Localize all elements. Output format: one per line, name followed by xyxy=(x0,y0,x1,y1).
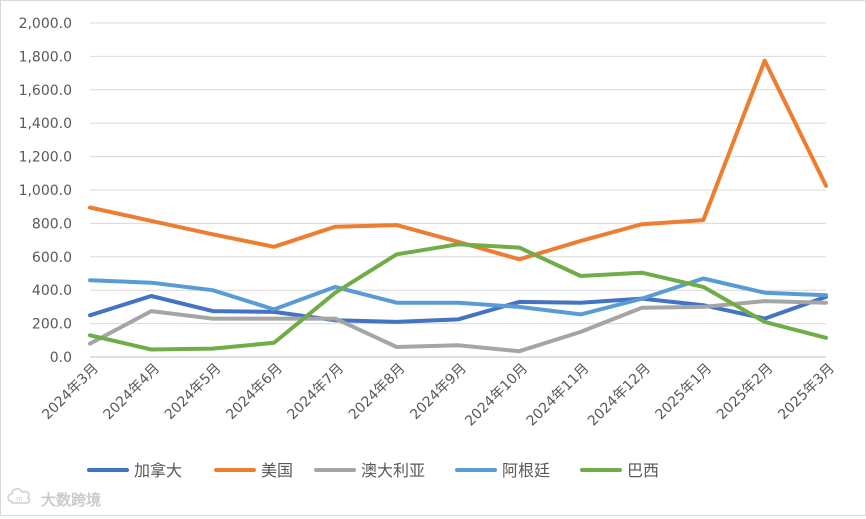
legend-label: 加拿大 xyxy=(134,461,182,480)
legend-item: 澳大利亚 xyxy=(314,461,425,480)
legend-item: 美国 xyxy=(214,461,293,480)
x-tick-label: 2024年6月 xyxy=(223,361,286,424)
watermark: m 大数跨境 xyxy=(7,488,101,509)
legend-item: 加拿大 xyxy=(87,461,182,480)
x-axis-tick-labels: 2024年3月2024年4月2024年5月2024年6月2024年7月2024年… xyxy=(39,361,838,430)
y-tick-label: 1,800.0 xyxy=(19,49,72,65)
watermark-text: 大数跨境 xyxy=(41,491,101,509)
x-tick-label: 2025年3月 xyxy=(775,361,838,424)
y-tick-label: 0.0 xyxy=(50,350,72,366)
x-tick-label: 2024年10月 xyxy=(462,361,531,430)
x-tick-label: 2024年12月 xyxy=(585,361,654,430)
legend: 加拿大 美国 澳大利亚 阿根廷 巴西 xyxy=(87,461,659,480)
x-tick-label: 2024年3月 xyxy=(39,361,102,424)
y-tick-label: 800.0 xyxy=(32,216,72,232)
y-tick-label: 200.0 xyxy=(32,317,72,333)
x-tick-label: 2024年5月 xyxy=(162,361,225,424)
series-line-2 xyxy=(88,58,828,262)
y-tick-label: 1,400.0 xyxy=(19,116,72,132)
series-line-3 xyxy=(88,299,828,354)
y-tick-label: 400.0 xyxy=(32,283,72,299)
svg-text:m: m xyxy=(16,495,23,503)
x-tick-label: 2024年9月 xyxy=(407,361,470,424)
legend-label: 巴西 xyxy=(627,461,659,480)
cloud-logo-icon: m xyxy=(7,488,31,504)
y-tick-label: 1,000.0 xyxy=(19,183,72,199)
x-tick-label: 2025年1月 xyxy=(653,361,716,424)
x-tick-label: 2024年11月 xyxy=(524,361,593,430)
legend-item: 阿根廷 xyxy=(455,461,550,480)
y-tick-label: 1,600.0 xyxy=(19,83,72,99)
x-tick-label: 2025年2月 xyxy=(714,361,777,424)
series-lines xyxy=(88,58,828,354)
gridlines xyxy=(90,22,826,325)
x-tick-label: 2024年4月 xyxy=(101,361,164,424)
y-tick-label: 2,000.0 xyxy=(19,16,72,32)
x-tick-label: 2024年8月 xyxy=(346,361,409,424)
legend-label: 澳大利亚 xyxy=(361,461,425,480)
legend-item: 巴西 xyxy=(580,461,659,480)
legend-label: 美国 xyxy=(261,461,293,480)
y-tick-label: 600.0 xyxy=(32,250,72,266)
legend-label: 阿根廷 xyxy=(502,461,550,480)
series-line-4 xyxy=(88,276,828,317)
x-tick-label: 2024年7月 xyxy=(285,361,348,424)
y-axis-tick-labels: 0.0 200.0 400.0 600.0 800.0 1,000.0 1,200.0 1,4… xyxy=(19,16,72,366)
y-tick-label: 1,200.0 xyxy=(19,150,72,166)
series-line-5 xyxy=(88,242,828,352)
